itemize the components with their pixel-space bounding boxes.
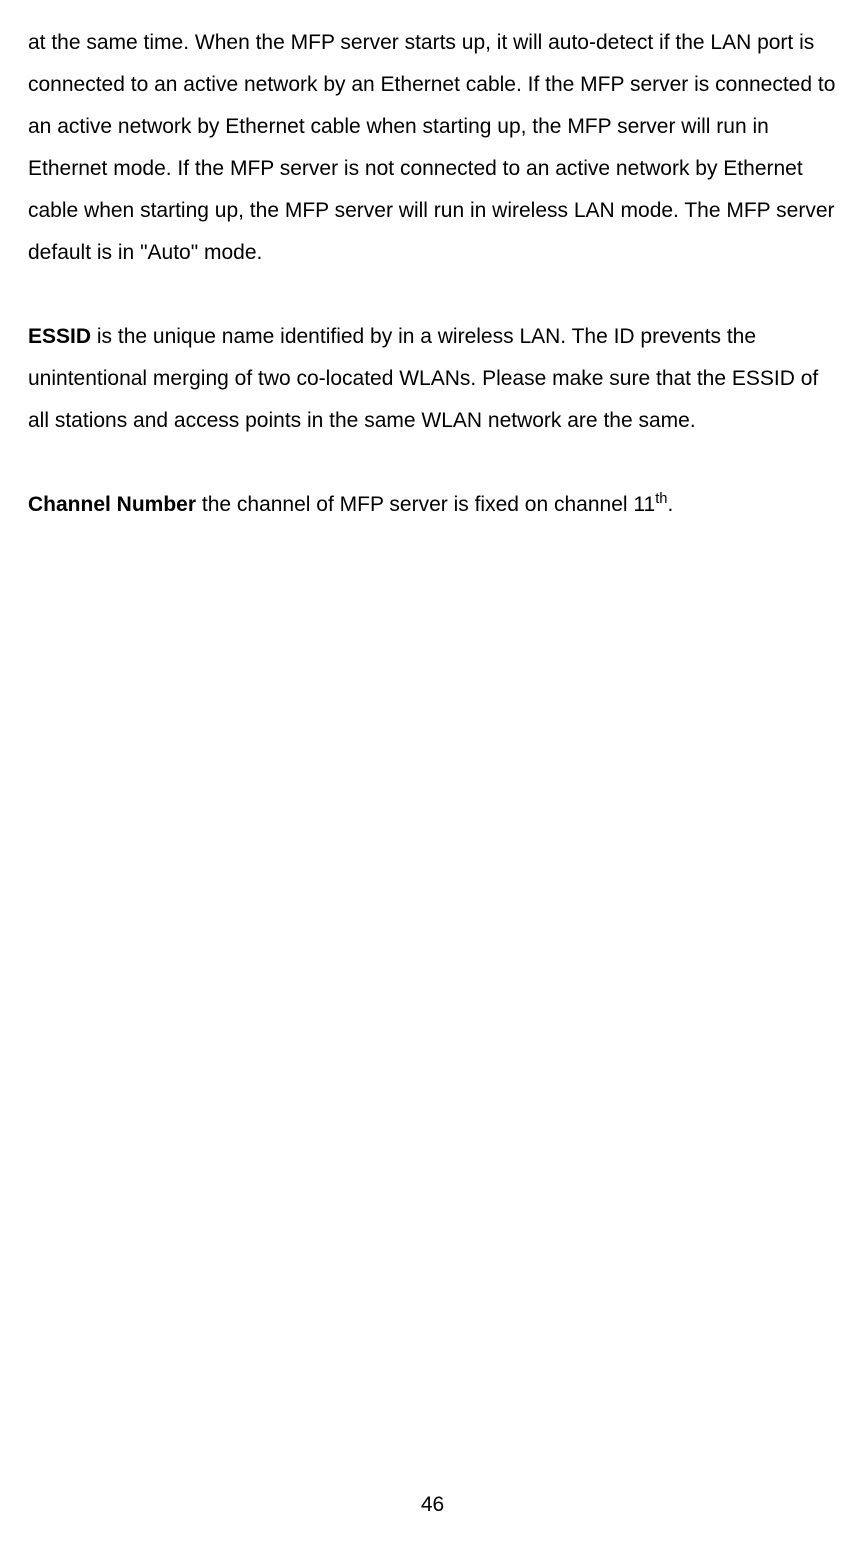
paragraph-1: at the same time. When the MFP server st… (28, 22, 837, 274)
paragraph-2-bold-lead: ESSID (28, 325, 91, 348)
paragraph-3-text-before: the channel of MFP server is fixed on ch… (196, 493, 655, 516)
page-number: 46 (0, 1493, 865, 1517)
paragraph-1-text: at the same time. When the MFP server st… (28, 31, 835, 264)
paragraph-2-text: is the unique name identified by in a wi… (28, 325, 818, 432)
paragraph-2: ESSID is the unique name identified by i… (28, 316, 837, 442)
paragraph-3-bold-lead: Channel Number (28, 493, 196, 516)
paragraph-3-superscript: th (655, 491, 667, 507)
document-content: at the same time. When the MFP server st… (28, 22, 837, 526)
paragraph-3: Channel Number the channel of MFP server… (28, 484, 837, 526)
paragraph-3-text-after: . (667, 493, 673, 516)
